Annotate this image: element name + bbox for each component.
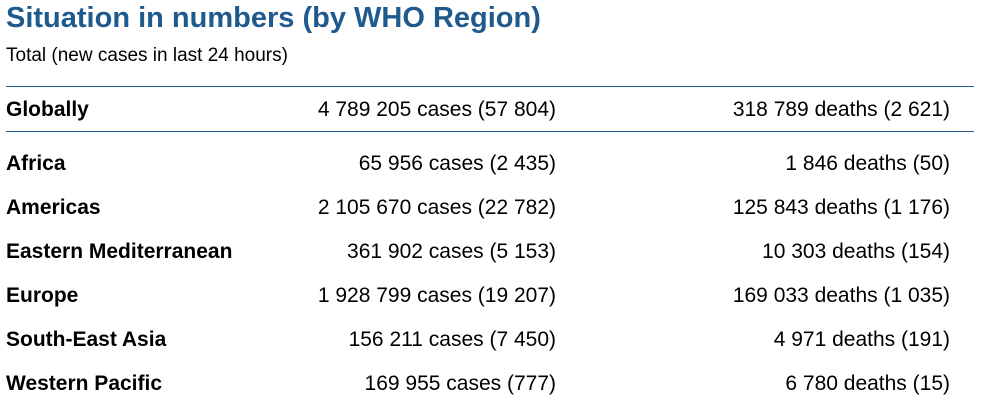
region-deaths: 169 033 deaths (1 035)	[732, 284, 950, 307]
region-row-europe: Europe 1 928 799 cases (19 207) 169 033 …	[6, 284, 974, 314]
region-row-western-pacific: Western Pacific 169 955 cases (777) 6 78…	[6, 372, 974, 402]
region-row-south-east-asia: South-East Asia 156 211 cases (7 450) 4 …	[6, 328, 974, 358]
page-title: Situation in numbers (by WHO Region)	[6, 2, 541, 34]
region-name: Americas	[6, 196, 101, 219]
region-cases: 156 211 cases (7 450)	[348, 328, 556, 351]
global-cases: 4 789 205 cases (57 804)	[317, 98, 556, 121]
region-cases: 169 955 cases (777)	[364, 372, 556, 395]
region-name: Western Pacific	[6, 372, 163, 395]
global-deaths: 318 789 deaths (2 621)	[732, 98, 950, 121]
region-deaths: 10 303 deaths (154)	[762, 240, 950, 263]
region-deaths: 6 780 deaths (15)	[785, 372, 950, 395]
region-cases: 65 956 cases (2 435)	[358, 152, 556, 175]
region-cases: 1 928 799 cases (19 207)	[317, 284, 556, 307]
region-row-eastern-mediterranean: Eastern Mediterranean 361 902 cases (5 1…	[6, 240, 974, 270]
region-name: Eastern Mediterranean	[6, 240, 233, 263]
top-divider	[6, 86, 974, 87]
region-cases: 2 105 670 cases (22 782)	[317, 196, 556, 219]
global-label: Globally	[6, 98, 89, 121]
page-subtitle: Total (new cases in last 24 hours)	[6, 45, 288, 66]
region-name: South-East Asia	[6, 328, 167, 351]
region-deaths: 125 843 deaths (1 176)	[732, 196, 950, 219]
global-row: Globally 4 789 205 cases (57 804) 318 78…	[6, 98, 974, 128]
region-row-americas: Americas 2 105 670 cases (22 782) 125 84…	[6, 196, 974, 226]
region-name: Africa	[6, 152, 66, 175]
region-row-africa: Africa 65 956 cases (2 435) 1 846 deaths…	[6, 152, 974, 182]
global-divider	[6, 131, 974, 132]
region-cases: 361 902 cases (5 153)	[347, 240, 556, 263]
region-deaths: 4 971 deaths (191)	[773, 328, 950, 351]
region-deaths: 1 846 deaths (50)	[785, 152, 950, 175]
region-name: Europe	[6, 284, 79, 307]
